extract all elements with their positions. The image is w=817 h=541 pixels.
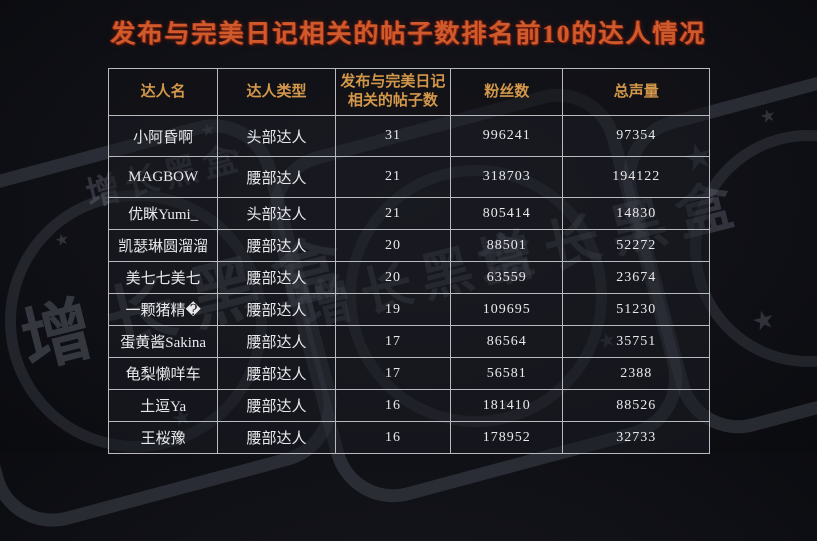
cell-voice: 14830	[562, 197, 710, 230]
cell-voice: 97354	[562, 115, 710, 157]
table-row: 一颗猪精� 腰部达人 19 109695 51230	[107, 293, 710, 326]
cell-posts: 20	[334, 261, 452, 294]
table-row: 王桜豫 腰部达人 16 178952 32733	[107, 421, 710, 454]
cell-fans: 63559	[450, 261, 564, 294]
table-row: 优眯Yumi_ 头部达人 21 805414 14830	[107, 197, 710, 230]
influencer-table: 达人名 达人类型 发布与完美日记相关的帖子数 粉丝数 总声量 小阿昏啊 头部达人…	[107, 68, 710, 454]
cell-fans: 109695	[450, 293, 564, 326]
cell-fans: 805414	[450, 197, 564, 230]
column-header-posts: 发布与完美日记相关的帖子数	[334, 68, 452, 116]
cell-type: 腰部达人	[217, 389, 336, 422]
cell-posts: 19	[334, 293, 452, 326]
influencer-table-container: 达人名 达人类型 发布与完美日记相关的帖子数 粉丝数 总声量 小阿昏啊 头部达人…	[107, 68, 710, 454]
cell-fans: 56581	[450, 357, 564, 390]
cell-voice: 52272	[562, 229, 710, 262]
cell-fans: 996241	[450, 115, 564, 157]
cell-name: 王桜豫	[107, 421, 219, 454]
cell-type: 腰部达人	[217, 156, 336, 198]
cell-fans: 86564	[450, 325, 564, 358]
cell-name: 优眯Yumi_	[107, 197, 219, 230]
cell-type: 腰部达人	[217, 421, 336, 454]
table-row: 土逗Ya 腰部达人 16 181410 88526	[107, 389, 710, 422]
cell-fans: 318703	[450, 156, 564, 198]
cell-type: 头部达人	[217, 115, 336, 157]
column-header-name: 达人名	[107, 68, 219, 116]
cell-name: 美七七美七	[107, 261, 219, 294]
table-row: 美七七美七 腰部达人 20 63559 23674	[107, 261, 710, 294]
cell-voice: 23674	[562, 261, 710, 294]
cell-fans: 88501	[450, 229, 564, 262]
column-header-voice: 总声量	[562, 68, 710, 116]
column-header-type: 达人类型	[217, 68, 336, 116]
cell-type: 腰部达人	[217, 261, 336, 294]
cell-name: 一颗猪精�	[107, 293, 219, 326]
cell-voice: 2388	[562, 357, 710, 390]
cell-name: 蛋黄酱Sakina	[107, 325, 219, 358]
column-header-fans: 粉丝数	[450, 68, 564, 116]
cell-posts: 21	[334, 197, 452, 230]
cell-name: 龟梨懒咩车	[107, 357, 219, 390]
table-row: 凯瑟琳圆溜溜 腰部达人 20 88501 52272	[107, 229, 710, 262]
cell-type: 腰部达人	[217, 325, 336, 358]
table-row: MAGBOW 腰部达人 21 318703 194122	[107, 156, 710, 198]
cell-name: MAGBOW	[107, 156, 219, 198]
cell-posts: 16	[334, 389, 452, 422]
cell-type: 腰部达人	[217, 229, 336, 262]
cell-name: 土逗Ya	[107, 389, 219, 422]
cell-name: 小阿昏啊	[107, 115, 219, 157]
cell-posts: 21	[334, 156, 452, 198]
cell-fans: 178952	[450, 421, 564, 454]
cell-voice: 51230	[562, 293, 710, 326]
cell-voice: 32733	[562, 421, 710, 454]
page-title: 发布与完美日记相关的帖子数排名前10的达人情况	[110, 21, 707, 48]
cell-fans: 181410	[450, 389, 564, 422]
cell-posts: 20	[334, 229, 452, 262]
table-row: 蛋黄酱Sakina 腰部达人 17 86564 35751	[107, 325, 710, 358]
cell-type: 腰部达人	[217, 293, 336, 326]
cell-posts: 17	[334, 357, 452, 390]
table-header-row: 达人名 达人类型 发布与完美日记相关的帖子数 粉丝数 总声量	[107, 68, 710, 116]
cell-posts: 31	[334, 115, 452, 157]
cell-posts: 17	[334, 325, 452, 358]
table-row: 龟梨懒咩车 腰部达人 17 56581 2388	[107, 357, 710, 390]
cell-type: 头部达人	[217, 197, 336, 230]
table-row: 小阿昏啊 头部达人 31 996241 97354	[107, 115, 710, 157]
cell-type: 腰部达人	[217, 357, 336, 390]
cell-voice: 35751	[562, 325, 710, 358]
cell-voice: 194122	[562, 156, 710, 198]
cell-name: 凯瑟琳圆溜溜	[107, 229, 219, 262]
cell-voice: 88526	[562, 389, 710, 422]
cell-posts: 16	[334, 421, 452, 454]
